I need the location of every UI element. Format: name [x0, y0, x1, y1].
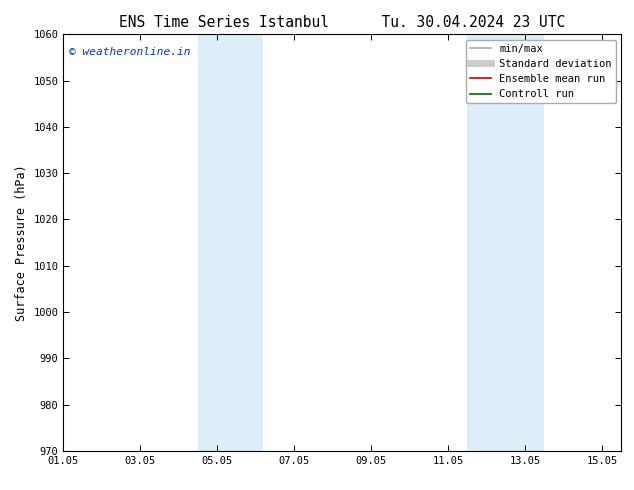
Y-axis label: Surface Pressure (hPa): Surface Pressure (hPa) — [15, 164, 28, 321]
Title: ENS Time Series Istanbul      Tu. 30.04.2024 23 UTC: ENS Time Series Istanbul Tu. 30.04.2024 … — [119, 15, 566, 30]
Bar — [198, 34, 264, 451]
Legend: min/max, Standard deviation, Ensemble mean run, Controll run: min/max, Standard deviation, Ensemble me… — [466, 40, 616, 103]
Bar — [467, 34, 545, 451]
Text: © weatheronline.in: © weatheronline.in — [69, 47, 190, 57]
